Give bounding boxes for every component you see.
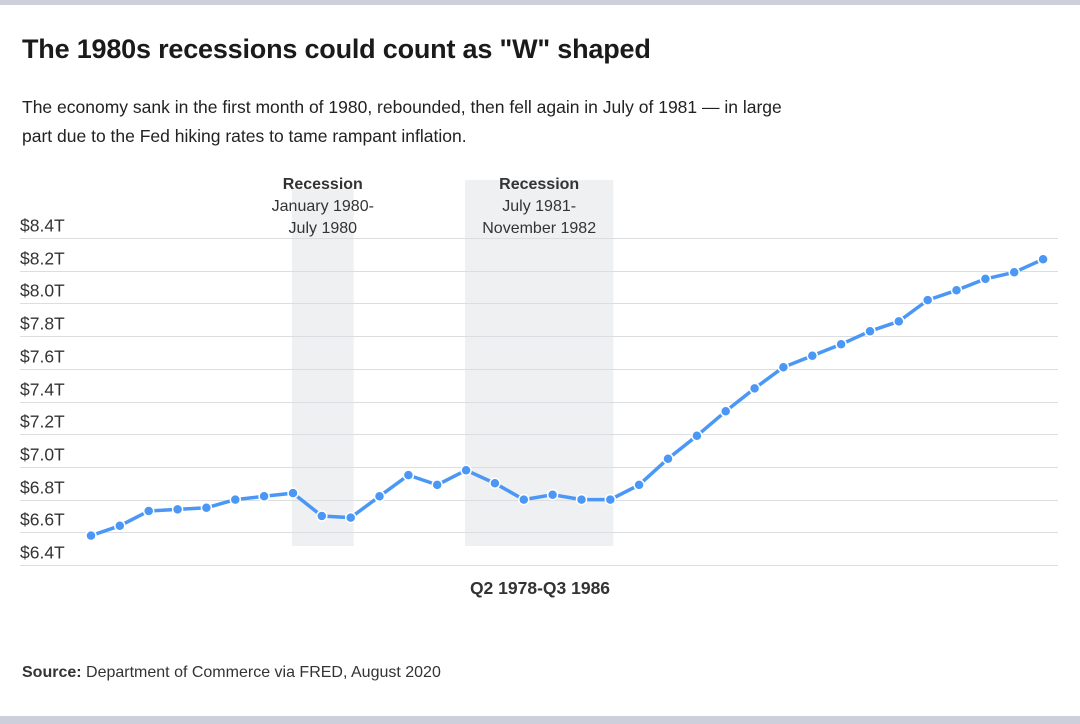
gridlines [20,238,1058,566]
data-point-Q4-1981[interactable] [489,477,501,490]
data-point-Q2-1981[interactable] [431,479,443,491]
recession-annotation-line-1-2: July 1980 [289,220,358,237]
chart-subtitle: The economy sank in the first month of 1… [22,97,782,146]
data-point-Q4-1985[interactable] [950,284,963,297]
recession-annotation-title-2: Recession [499,176,579,193]
recession-annotation-title-1: Recession [283,176,363,193]
y-tick-label: $7.6T [20,347,65,367]
recession-annotation-line-1-1: January 1980- [272,198,374,215]
y-axis-ticks: $6.4T $6.6T $6.8T $7.0T $7.2T $7.4T $7.6T $7.8T… [20,216,65,563]
data-point-Q4-1979[interactable] [258,490,270,503]
data-point-Q3-1979[interactable] [229,493,242,506]
data-point-Q3-1981[interactable] [460,464,472,476]
data-point-Q3-1985[interactable] [921,294,934,306]
recession-band-1 [291,188,354,546]
y-tick-label: $6.8T [20,478,65,498]
data-point-Q4-1983[interactable] [719,405,732,418]
data-point-Q4-1980[interactable] [373,490,386,503]
y-tick-label: $8.4T [20,216,65,236]
data-point-Q1-1984[interactable] [748,382,761,395]
y-tick-label: $7.2T [20,412,65,432]
y-tick-label: $8.0T [20,281,65,301]
x-axis-label: Q2 1978-Q3 1986 [470,578,610,598]
chart-title: The 1980s recessions could count as "W" … [22,34,651,64]
data-point-Q1-1982[interactable] [518,493,530,506]
data-point-Q2-1979[interactable] [200,502,213,514]
bottom-border [0,716,1080,724]
recession-bands [291,180,614,546]
data-point-Q3-1986[interactable] [1037,253,1049,266]
data-point-Q2-1983[interactable] [662,452,674,465]
data-point-Q1-1980[interactable] [287,487,299,499]
y-tick-label: $6.4T [20,543,65,563]
data-point-Q3-1978[interactable] [114,520,126,532]
data-point-Q2-1980[interactable] [316,510,328,522]
recession-annotations: Recession January 1980- July 1980 Recession… [272,176,597,237]
data-point-Q3-1984[interactable] [806,349,819,362]
data-point-Q2-1986[interactable] [1008,266,1020,279]
data-point-Q4-1982[interactable] [604,493,617,506]
source-label: Source: [22,664,82,681]
source-text: Department of Commerce via FRED, August … [81,664,441,681]
recession-annotation-line-2-1: July 1981- [502,198,576,215]
data-point-Q2-1982[interactable] [546,488,559,501]
y-tick-label: $7.0T [20,445,65,465]
y-tick-label: $7.8T [20,314,65,334]
data-point-Q4-1984[interactable] [835,338,847,351]
data-point-Q1-1983[interactable] [633,479,645,491]
data-point-Q1-1979[interactable] [171,503,184,516]
data-point-Q2-1978[interactable] [85,529,97,542]
series-line [89,257,1045,538]
data-point-Q3-1982[interactable] [575,493,588,506]
data-point-Q1-1985[interactable] [864,325,876,337]
y-tick-label: $8.2T [20,249,65,269]
data-point-Q3-1983[interactable] [691,430,703,442]
data-point-Q1-1981[interactable] [402,469,415,481]
y-tick-label: $7.4T [20,380,65,400]
data-point-Q3-1980[interactable] [344,511,357,524]
source-note: Source: Department of Commerce via FRED,… [22,664,441,682]
series-gdp [85,253,1049,542]
data-point-Q2-1985[interactable] [893,315,905,328]
top-border [0,0,1080,5]
data-point-Q4-1978[interactable] [142,505,155,517]
recession-annotation-line-2-2: November 1982 [482,220,596,237]
data-point-Q1-1986[interactable] [979,273,992,285]
data-point-Q2-1984[interactable] [777,361,790,373]
y-tick-label: $6.6T [20,510,65,530]
